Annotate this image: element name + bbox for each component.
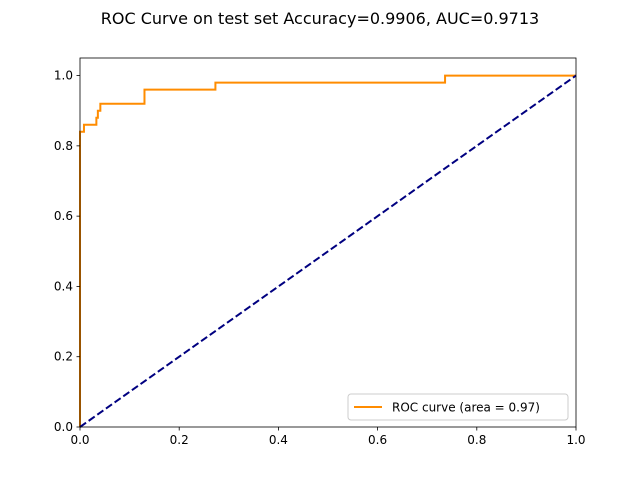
legend: ROC curve (area = 0.97) bbox=[347, 393, 569, 421]
y-tick-label: 0.8 bbox=[54, 139, 73, 153]
x-tick-label: 0.8 bbox=[467, 433, 486, 447]
chance-diagonal-line bbox=[79, 74, 577, 428]
x-tick-label: 0.0 bbox=[70, 433, 89, 447]
x-tick-label: 0.2 bbox=[170, 433, 189, 447]
roc-curve-line bbox=[79, 74, 576, 427]
plot-area bbox=[79, 74, 577, 428]
x-tick-label: 1.0 bbox=[566, 433, 585, 447]
axes: 0.0 0.2 0.4 0.6 0.8 1.0 0.0 0.2 0.4 0.6 0.8 1.0 bbox=[54, 57, 586, 447]
chart-title: ROC Curve on test set Accuracy=0.9906, A… bbox=[101, 9, 539, 28]
y-tick-label: 0.6 bbox=[54, 209, 73, 223]
legend-label: ROC curve (area = 0.97) bbox=[392, 401, 540, 415]
x-tick-label: 0.6 bbox=[368, 433, 387, 447]
axes-frame bbox=[79, 57, 577, 428]
legend-box bbox=[347, 393, 569, 421]
y-tick-label: 0.2 bbox=[54, 350, 73, 364]
y-tick-label: 0.4 bbox=[54, 279, 73, 293]
y-tick-label: 0.0 bbox=[54, 420, 73, 434]
y-tick-label: 1.0 bbox=[54, 69, 73, 83]
x-tick-label: 0.4 bbox=[269, 433, 288, 447]
